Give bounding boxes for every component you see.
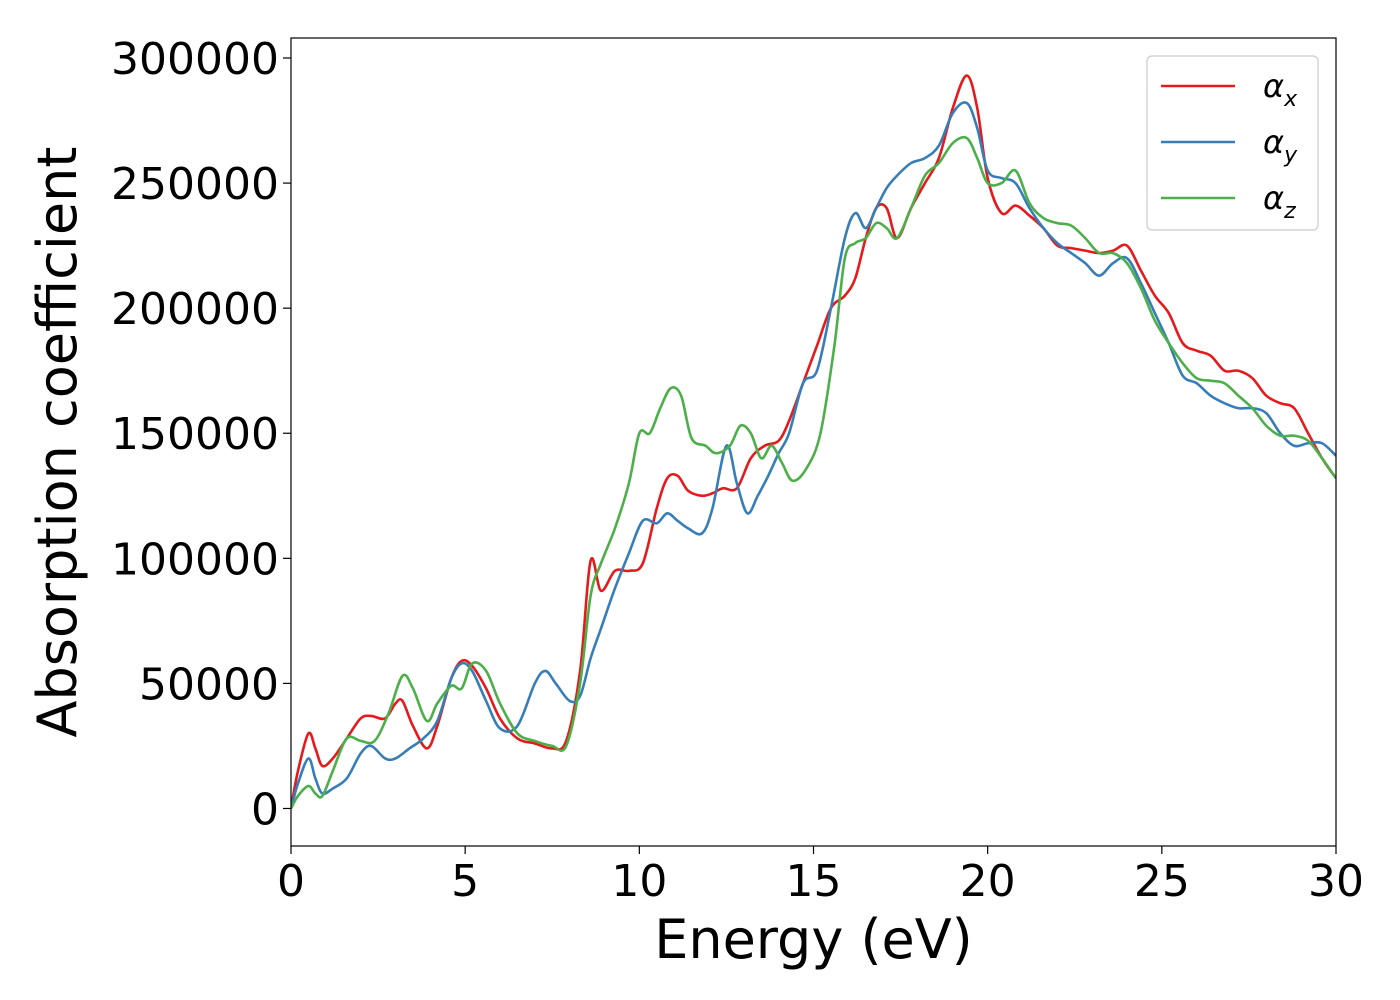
series-layer [291,74,1336,810]
x-tick-label: 5 [451,856,479,907]
y-tick-label: 250000 [111,159,279,210]
legend: αx αy αz [1146,55,1319,231]
y-axis-label: Absorption coefficient [26,147,89,738]
x-tick-label: 0 [277,856,305,907]
y-tick-label: 200000 [111,284,279,335]
y-tick-label: 300000 [111,34,279,85]
legend-label-y: αy [1263,123,1298,168]
y-tick-label: 50000 [139,659,279,710]
x-axis-ticks: 0 5 10 15 20 25 30 [277,846,1364,907]
x-tick-label: 15 [786,856,842,907]
series-line-y [291,101,1336,809]
series-line-x [291,74,1336,809]
y-tick-label: 150000 [111,409,279,460]
legend-label-z: αz [1263,179,1296,224]
x-tick-label: 30 [1308,856,1364,907]
y-axis-ticks: 0 50000 100000 150000 200000 250000 300000 [111,34,291,835]
y-tick-label: 100000 [111,534,279,585]
x-axis-label: Energy (eV) [654,908,973,971]
series-line-z [291,135,1336,810]
legend-label-x: αx [1263,67,1298,112]
x-tick-label: 25 [1134,856,1190,907]
x-tick-label: 20 [960,856,1016,907]
y-tick-label: 0 [251,784,279,835]
x-tick-label: 10 [611,856,667,907]
